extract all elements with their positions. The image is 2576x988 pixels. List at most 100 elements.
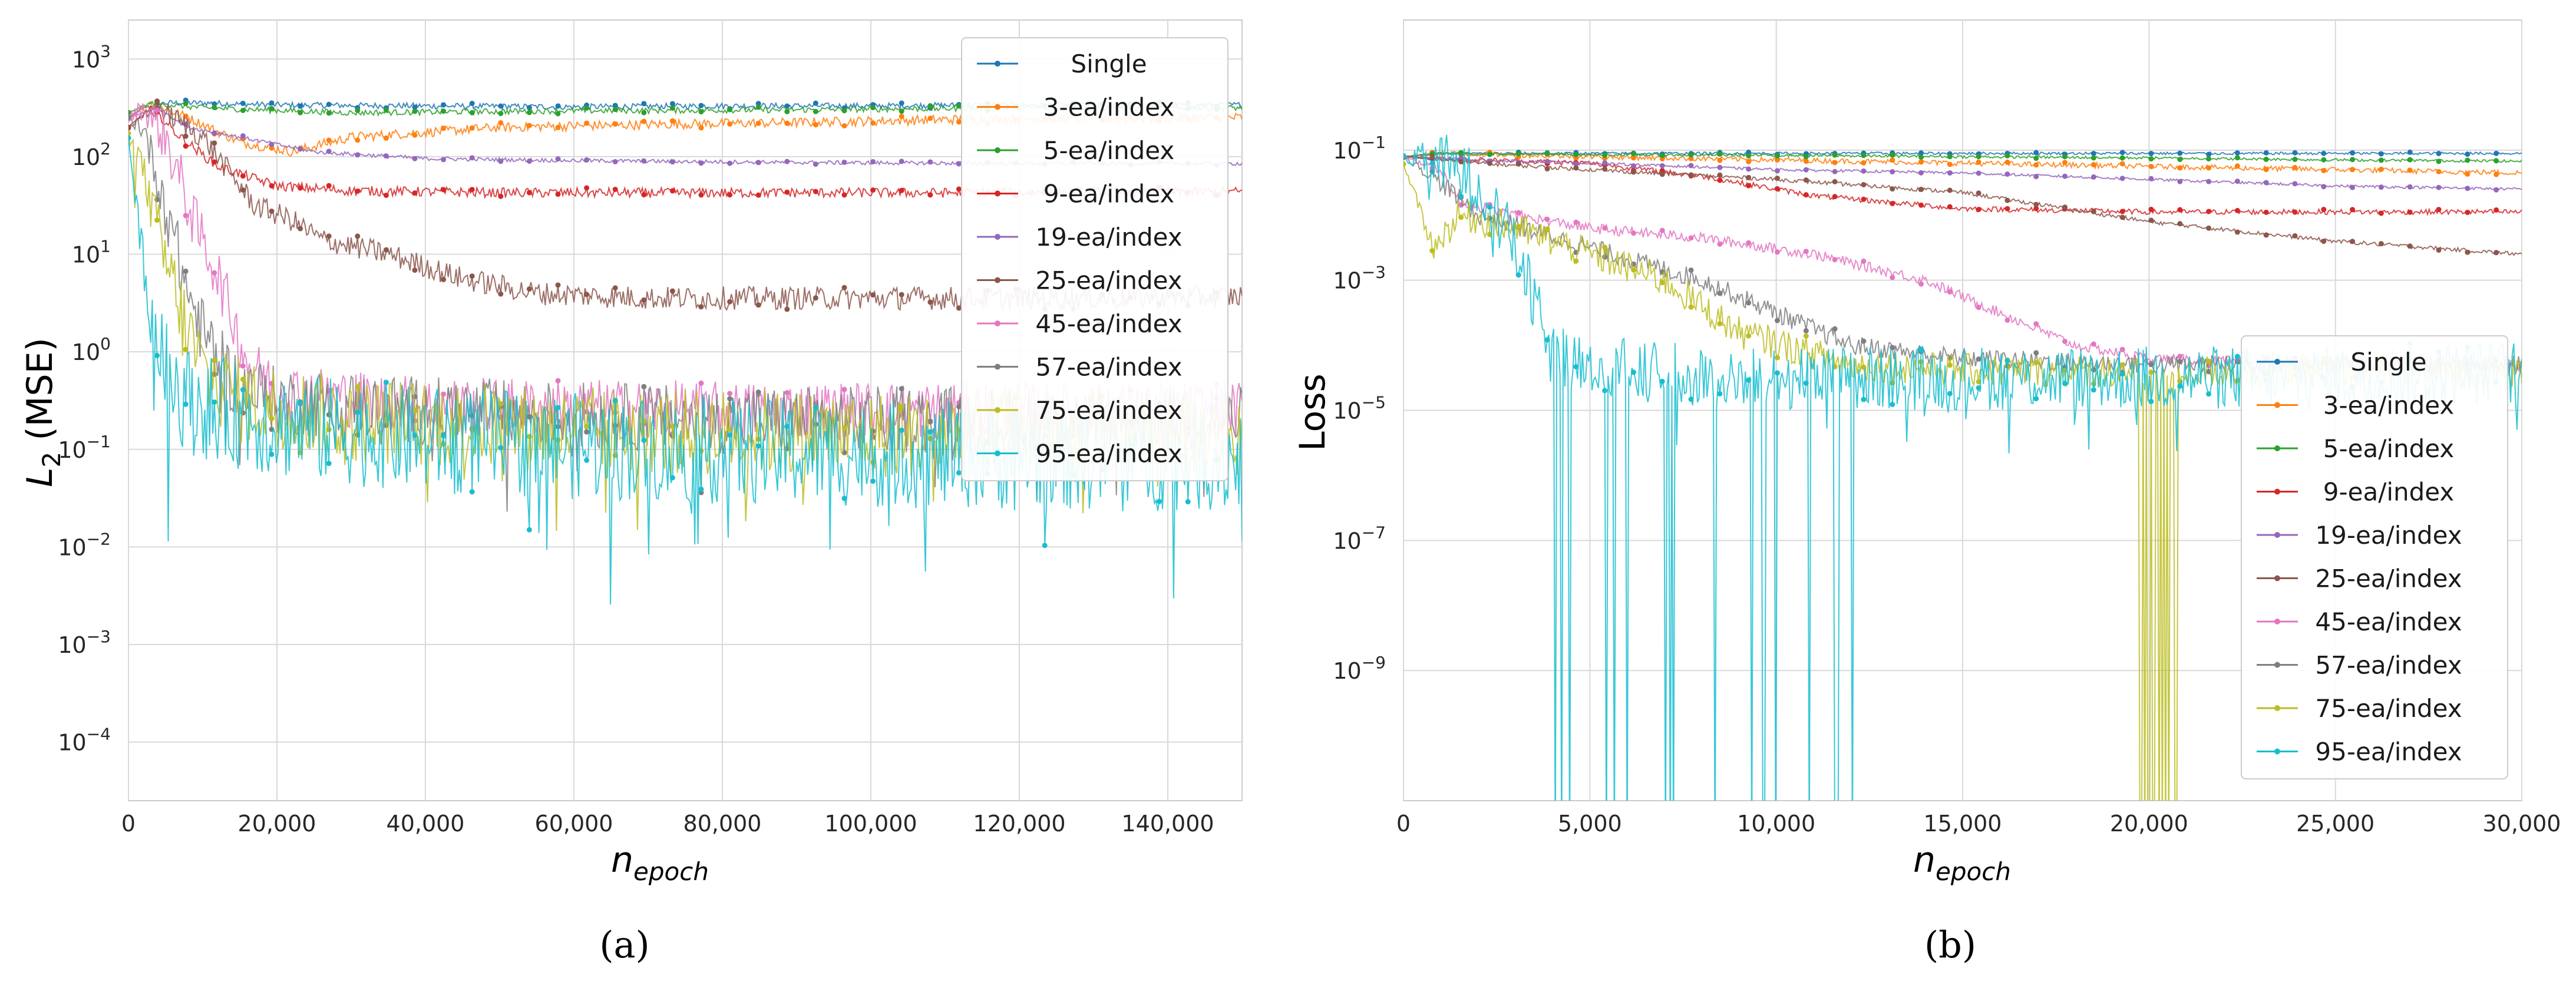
series-marker: [1890, 157, 1895, 163]
series-marker: [1947, 362, 1953, 368]
series-marker: [1602, 244, 1608, 250]
series-marker: [755, 389, 761, 395]
series-marker: [498, 291, 504, 297]
series-marker: [641, 118, 647, 124]
series-marker: [183, 268, 189, 274]
series-marker: [2378, 151, 2384, 157]
series-marker: [2148, 369, 2154, 375]
series-marker: [2177, 165, 2183, 171]
series-marker: [1602, 160, 1608, 166]
series-marker: [2263, 150, 2269, 156]
legend-marker: [2274, 662, 2280, 668]
series-marker: [1544, 166, 1550, 172]
series-marker: [2177, 157, 2183, 163]
series-marker: [1746, 153, 1752, 158]
series-marker: [841, 495, 847, 501]
series-marker: [784, 108, 790, 114]
series-marker: [183, 346, 189, 352]
series-marker: [355, 152, 361, 158]
series-marker: [555, 405, 561, 411]
series-marker: [2148, 176, 2154, 181]
series-marker: [2321, 207, 2327, 213]
series-marker: [1861, 153, 1867, 158]
series-marker: [441, 108, 447, 114]
series-marker: [927, 115, 933, 121]
series-marker: [2378, 210, 2384, 216]
series-marker: [2119, 176, 2125, 181]
x-tick-label: 100,000: [824, 811, 917, 837]
series-marker: [498, 111, 504, 117]
series-marker: [469, 155, 475, 161]
series-marker: [154, 217, 160, 223]
series-marker: [727, 299, 733, 305]
series-marker: [2263, 156, 2269, 162]
series-marker: [326, 110, 332, 116]
series-marker: [2148, 156, 2154, 162]
series-marker: [1774, 168, 1780, 174]
series-marker: [2090, 162, 2096, 168]
series-marker: [1918, 154, 1924, 160]
series-marker: [2119, 209, 2125, 214]
series-marker: [2062, 154, 2068, 160]
series-marker: [1659, 171, 1665, 177]
chart-b: 10−910−710−510−310−1 0 5,000 10,000 15,000 2…: [1292, 19, 2561, 966]
series-marker: [1157, 498, 1162, 504]
series-marker: [1861, 168, 1867, 174]
series-marker: [1976, 207, 1981, 213]
series-marker: [612, 398, 618, 404]
series-marker: [1832, 257, 1838, 263]
series-marker: [870, 159, 876, 165]
series-marker: [2407, 157, 2413, 163]
series-marker: [2263, 209, 2269, 215]
series-marker: [612, 103, 618, 108]
series-marker: [1688, 267, 1694, 273]
series-marker: [584, 157, 590, 163]
legend-entry: 9-ea/index: [2323, 478, 2455, 507]
series-marker: [2062, 338, 2068, 344]
series-marker: [727, 121, 733, 127]
series-marker: [1717, 177, 1723, 183]
series-marker: [1403, 153, 1406, 158]
series-marker: [1487, 160, 1492, 166]
series-marker: [1976, 159, 1981, 165]
series-marker: [2177, 359, 2183, 365]
series-marker: [2292, 156, 2298, 162]
series-marker: [1832, 179, 1838, 184]
series-marker: [2378, 184, 2384, 190]
series-marker: [212, 159, 217, 165]
x-tick-label: 40,000: [387, 811, 465, 837]
series-marker: [469, 110, 475, 115]
series-marker: [1602, 388, 1608, 394]
series-marker: [698, 486, 704, 492]
series-marker: [584, 105, 590, 111]
series-marker: [870, 187, 876, 193]
series-marker: [183, 213, 189, 219]
series-marker: [2436, 168, 2442, 174]
series-marker: [1659, 153, 1665, 158]
series-marker: [698, 125, 704, 131]
series-marker: [1515, 161, 1521, 167]
series-marker: [1458, 193, 1464, 199]
series-marker: [956, 103, 962, 109]
series-marker: [2119, 150, 2125, 156]
legend-marker: [995, 104, 1000, 110]
series-marker: [1803, 167, 1809, 173]
series-marker: [1515, 272, 1521, 278]
series-marker: [1458, 150, 1464, 156]
series-marker: [927, 192, 933, 198]
legend-entry: 3-ea/index: [2323, 391, 2455, 420]
series-marker: [555, 111, 561, 117]
series-marker: [2465, 157, 2471, 163]
series-marker: [2004, 206, 2010, 212]
series-marker: [2436, 158, 2442, 164]
series-marker: [240, 386, 246, 392]
series-marker: [326, 461, 332, 467]
series-marker: [2033, 321, 2039, 327]
legend-marker: [2274, 359, 2280, 365]
series-marker: [727, 192, 733, 198]
series-marker: [1746, 333, 1752, 339]
series-marker: [2321, 184, 2327, 190]
series-marker: [2033, 156, 2039, 161]
series-marker: [1746, 240, 1752, 246]
series-marker: [1630, 151, 1636, 157]
